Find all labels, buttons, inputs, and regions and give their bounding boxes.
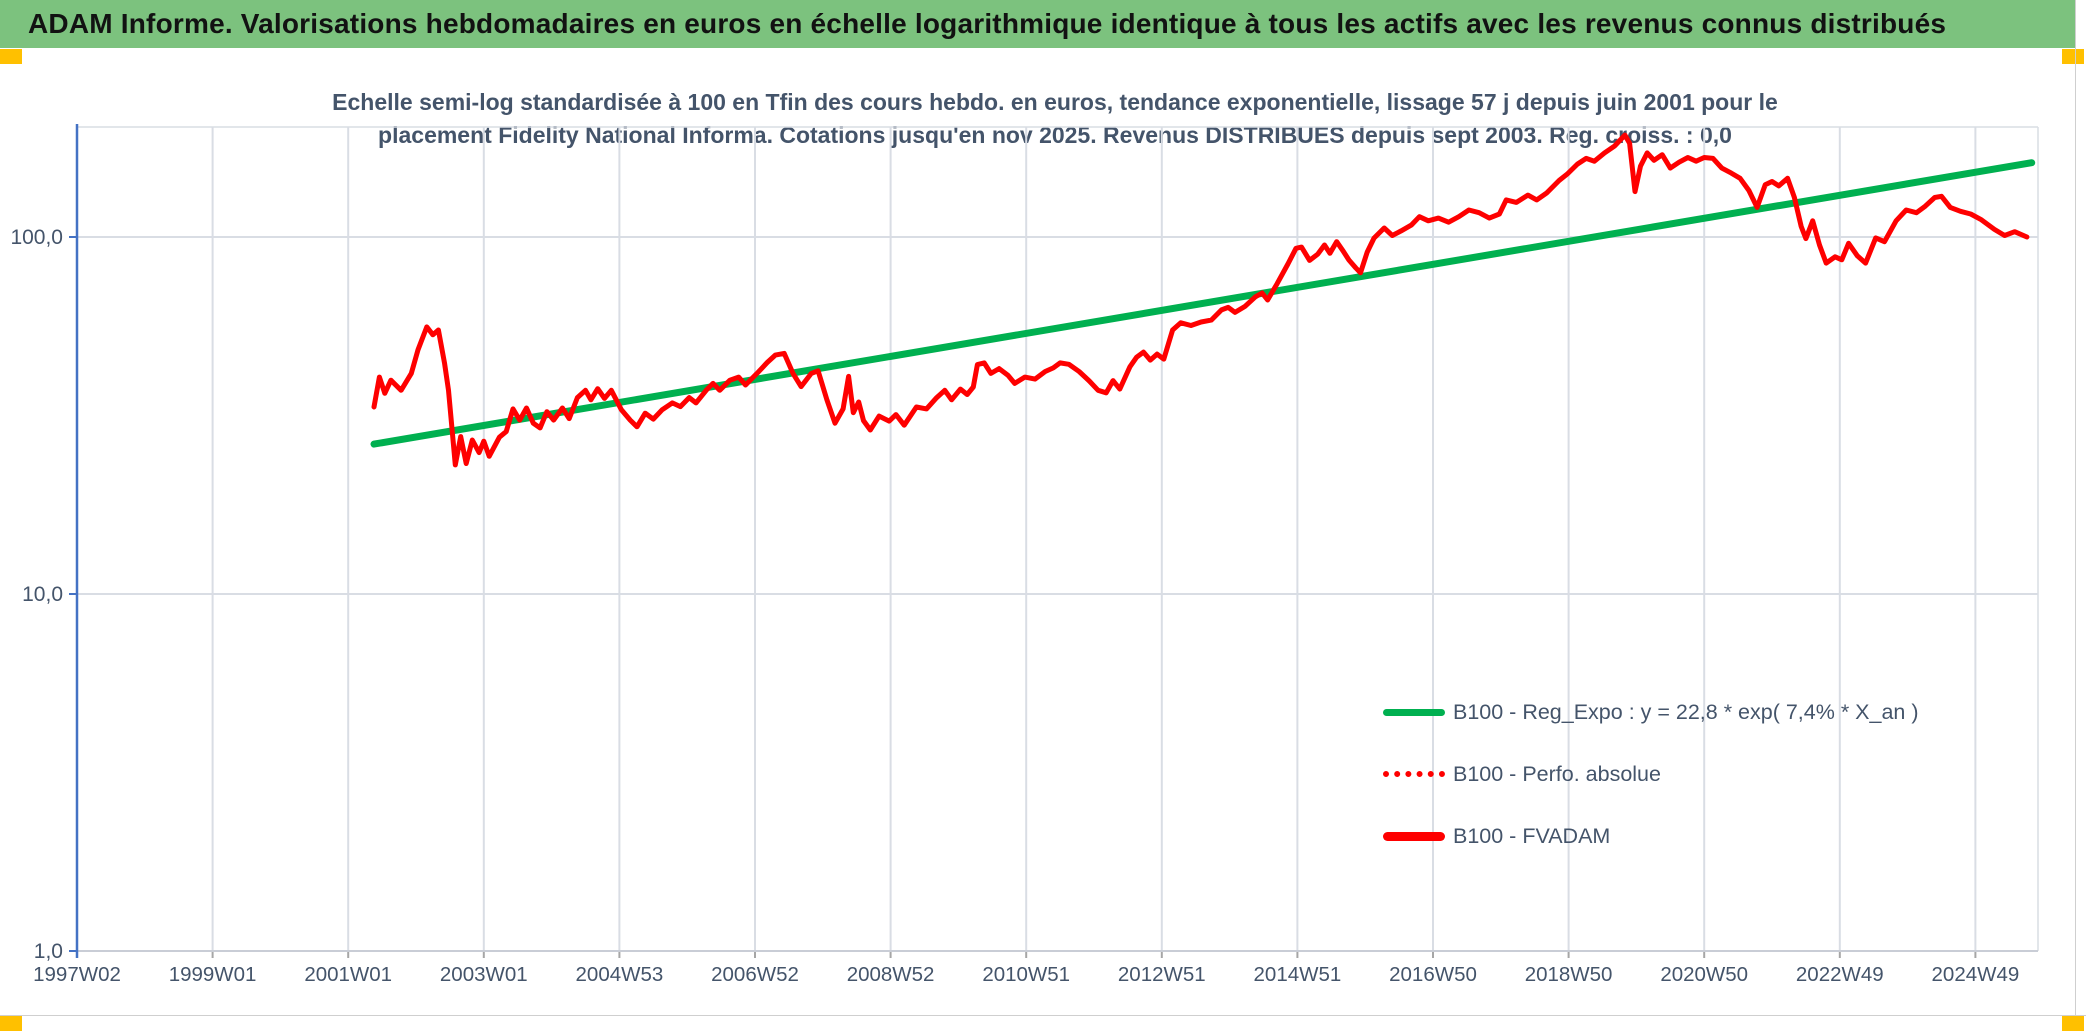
legend-label: B100 - Perfo. absolue	[1453, 761, 1661, 786]
fvadam-line[interactable]	[371, 132, 2030, 468]
x-tick-label: 2008W52	[847, 963, 935, 986]
legend-label: B100 - Reg_Expo : y = 22,8 * exp( 7,4% *…	[1453, 699, 1919, 724]
dotted-line-swatch-icon	[1383, 771, 1445, 777]
legend-label: B100 - FVADAM	[1453, 823, 1611, 848]
reg-expo-trendline[interactable]	[370, 159, 2036, 448]
thick-line-swatch-icon	[1383, 831, 1445, 841]
chart-legend: B100 - Reg_Expo : y = 22,8 * exp( 7,4% *…	[1383, 698, 1919, 884]
x-tick-label: 2012W51	[1118, 963, 1206, 986]
sheet-right-divider	[2075, 0, 2076, 1015]
x-tick-label: 2016W50	[1389, 963, 1477, 986]
x-tick-label: 2010W51	[982, 963, 1070, 986]
page-title: ADAM Informe. Valorisations hebdomadaire…	[28, 8, 1947, 39]
y-tick-label: 100,0	[10, 226, 63, 249]
corner-accent-bottom-left	[0, 1016, 22, 1031]
x-tick-label: 2020W50	[1660, 963, 1748, 986]
x-tick-label: 2014W51	[1254, 963, 1342, 986]
x-tick-label: 2022W49	[1796, 963, 1884, 986]
y-tick-label: 10,0	[22, 583, 63, 606]
corner-accent-top-right	[2062, 49, 2084, 64]
chart-title-line-1: Echelle semi-log standardisée à 100 en T…	[332, 89, 1778, 115]
legend-item-reg-expo[interactable]: B100 - Reg_Expo : y = 22,8 * exp( 7,4% *…	[1383, 698, 1919, 726]
x-tick-label: 1997W02	[33, 963, 121, 986]
x-tick-label: 2004W53	[576, 963, 664, 986]
legend-item-perfo-absolue[interactable]: B100 - Perfo. absolue	[1383, 760, 1919, 788]
legend-item-fvadam[interactable]: B100 - FVADAM	[1383, 822, 1919, 850]
x-tick-label: 2003W01	[440, 963, 528, 986]
trendline-swatch-icon	[1383, 708, 1445, 716]
header-bar: ADAM Informe. Valorisations hebdomadaire…	[0, 0, 2075, 48]
corner-accent-top-left	[0, 49, 22, 64]
x-tick-label: 2024W49	[1932, 963, 2020, 986]
y-tick-label: 1,0	[34, 940, 63, 963]
corner-accent-bottom-right	[2062, 1016, 2084, 1031]
sheet-bottom-divider	[0, 1015, 2086, 1016]
x-tick-label: 2006W52	[711, 963, 799, 986]
x-tick-label: 2018W50	[1525, 963, 1613, 986]
x-tick-label: 1999W01	[169, 963, 257, 986]
x-tick-label: 2001W01	[304, 963, 392, 986]
